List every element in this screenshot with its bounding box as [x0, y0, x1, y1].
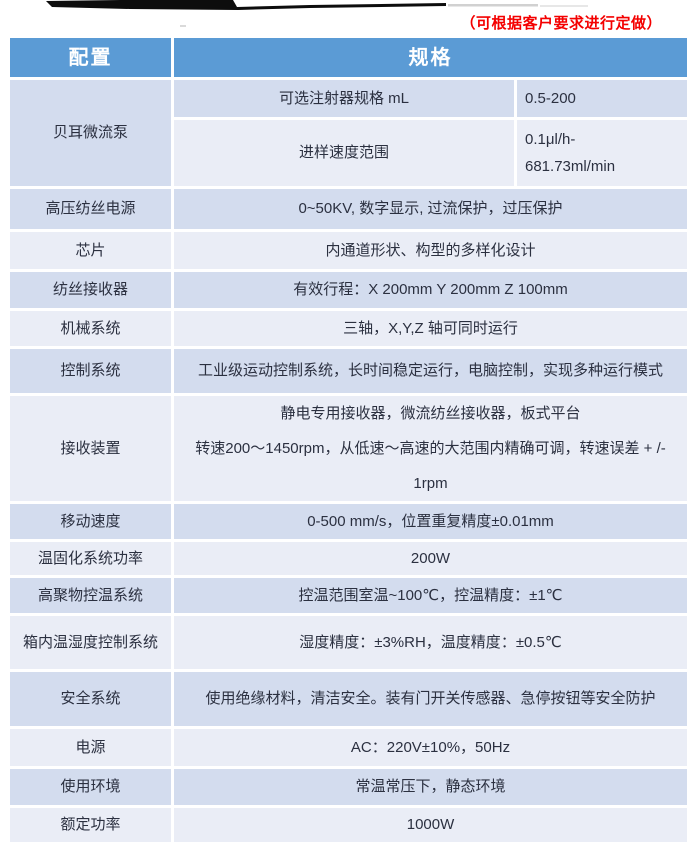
spec-cell: 三轴，X,Y,Z 轴可同时运行 — [174, 311, 687, 346]
value-line: 681.73ml/min — [525, 158, 616, 175]
spec-label-cell: 可选注射器规格 mL — [174, 80, 514, 117]
config-cell: 机械系统 — [10, 311, 171, 346]
config-cell: 接收装置 — [10, 396, 171, 501]
customization-note: （可根据客户要求进行定做） — [460, 15, 662, 32]
config-cell: 移动速度 — [10, 504, 171, 539]
config-cell: 使用环境 — [10, 769, 171, 805]
spec-cell: 静电专用接收器，微流纺丝接收器，板式平台 转速200～1450rpm，从低速～高… — [174, 396, 687, 501]
spec-cell: 内通道形状、构型的多样化设计 — [174, 232, 687, 269]
spec-cell: 200W — [174, 542, 687, 575]
spec-cell: 0~50KV, 数字显示, 过流保护，过压保护 — [174, 189, 687, 229]
spec-table: 配置 规格 贝耳微流泵 可选注射器规格 mL 0.5-200 进样速度范围 0.… — [10, 38, 687, 842]
config-cell: 箱内温湿度控制系统 — [10, 616, 171, 669]
header-spec: 规格 — [174, 38, 687, 77]
spec-line: 1rpm — [413, 475, 448, 492]
spec-cell: 0-500 mm/s，位置重复精度±0.01mm — [174, 504, 687, 539]
config-cell-group: 贝耳微流泵 — [10, 80, 171, 186]
spec-cell: 有效行程：X 200mm Y 200mm Z 100mm — [174, 272, 687, 308]
config-cell: 温固化系统功率 — [10, 542, 171, 575]
value-line: 0.1μl/h- — [525, 131, 576, 148]
spec-line: 静电专用接收器，微流纺丝接收器，板式平台 — [280, 405, 581, 422]
config-cell: 高压纺丝电源 — [10, 189, 171, 229]
spec-cell: 湿度精度：±3%RH，温度精度：±0.5℃ — [174, 616, 687, 669]
spec-cell: 1000W — [174, 808, 687, 842]
config-cell: 芯片 — [10, 232, 171, 269]
header-config: 配置 — [10, 38, 171, 77]
spec-value-cell: 0.1μl/h- 681.73ml/min — [517, 120, 687, 186]
config-cell: 纺丝接收器 — [10, 272, 171, 308]
config-cell: 控制系统 — [10, 349, 171, 393]
spec-value-cell: 0.5-200 — [517, 80, 687, 117]
spec-line: 转速200～1450rpm，从低速～高速的大范围内精确可调，转速误差 + /- — [195, 440, 666, 457]
smudge-mark — [448, 4, 538, 7]
spec-cell: 工业级运动控制系统，长时间稳定运行，电脑控制，实现多种运行模式 — [174, 349, 687, 393]
config-cell: 安全系统 — [10, 672, 171, 726]
spec-cell: 常温常压下，静态环境 — [174, 769, 687, 805]
spec-label-cell: 进样速度范围 — [174, 120, 514, 186]
spec-cell: 使用绝缘材料，清洁安全。装有门开关传感器、急停按钮等安全防护 — [174, 672, 687, 726]
spec-cell: 控温范围室温~100℃，控温精度：±1℃ — [174, 578, 687, 613]
config-cell: 高聚物控温系统 — [10, 578, 171, 613]
config-cell: 电源 — [10, 729, 171, 766]
spec-cell: AC：220V±10%，50Hz — [174, 729, 687, 766]
config-cell: 额定功率 — [10, 808, 171, 842]
